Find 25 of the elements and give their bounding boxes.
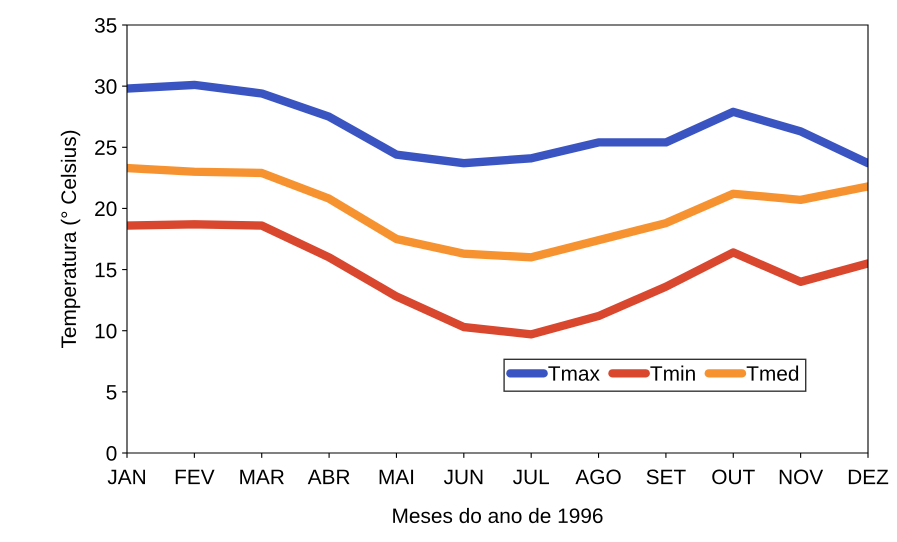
y-tick-label: 20 <box>95 201 116 216</box>
x-tick-label: AGO <box>575 470 621 484</box>
x-tick-label: MAR <box>240 470 284 484</box>
x-tick-label: SET <box>646 470 686 484</box>
y-tick-label: 25 <box>95 140 116 156</box>
legend-label: Tmax <box>548 366 600 381</box>
y-tick-label: 0 <box>106 446 116 461</box>
y-tick-label: 30 <box>94 79 116 94</box>
x-tick-label: DEZ <box>848 470 888 484</box>
y-tick-label: 10 <box>96 324 116 338</box>
legend-label: Tmed <box>746 366 798 381</box>
x-axis-title: Meses do ano de 1996 <box>393 508 603 524</box>
x-tick-label: JAN <box>108 470 145 484</box>
y-axis-title: Temperatura (° Celsius) <box>60 130 80 348</box>
x-tick-label: FEV <box>176 470 215 484</box>
y-tick-label: 5 <box>106 385 116 400</box>
x-tick-label: NOV <box>780 470 824 484</box>
x-tick-label: JUN <box>444 470 482 484</box>
x-tick-label: JUL <box>512 470 550 484</box>
y-tick-label: 15 <box>96 262 116 278</box>
legend-label: Tmin <box>650 366 695 381</box>
x-tick-label: OUT <box>712 470 755 484</box>
x-tick-label: MAI <box>380 470 414 484</box>
y-tick-label: 35 <box>94 18 116 33</box>
x-tick-label: ABR <box>308 470 350 484</box>
